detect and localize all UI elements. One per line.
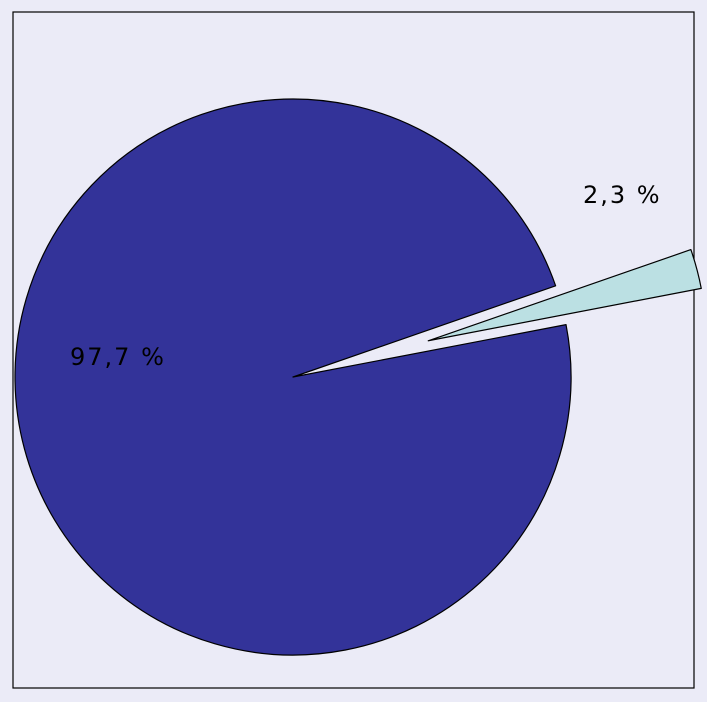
- pie-slice-main: [14, 98, 572, 656]
- pie-slice-exploded: [427, 249, 702, 342]
- data-label-main: 97,7 %: [70, 343, 166, 371]
- data-label-exploded: 2,3 %: [583, 181, 662, 209]
